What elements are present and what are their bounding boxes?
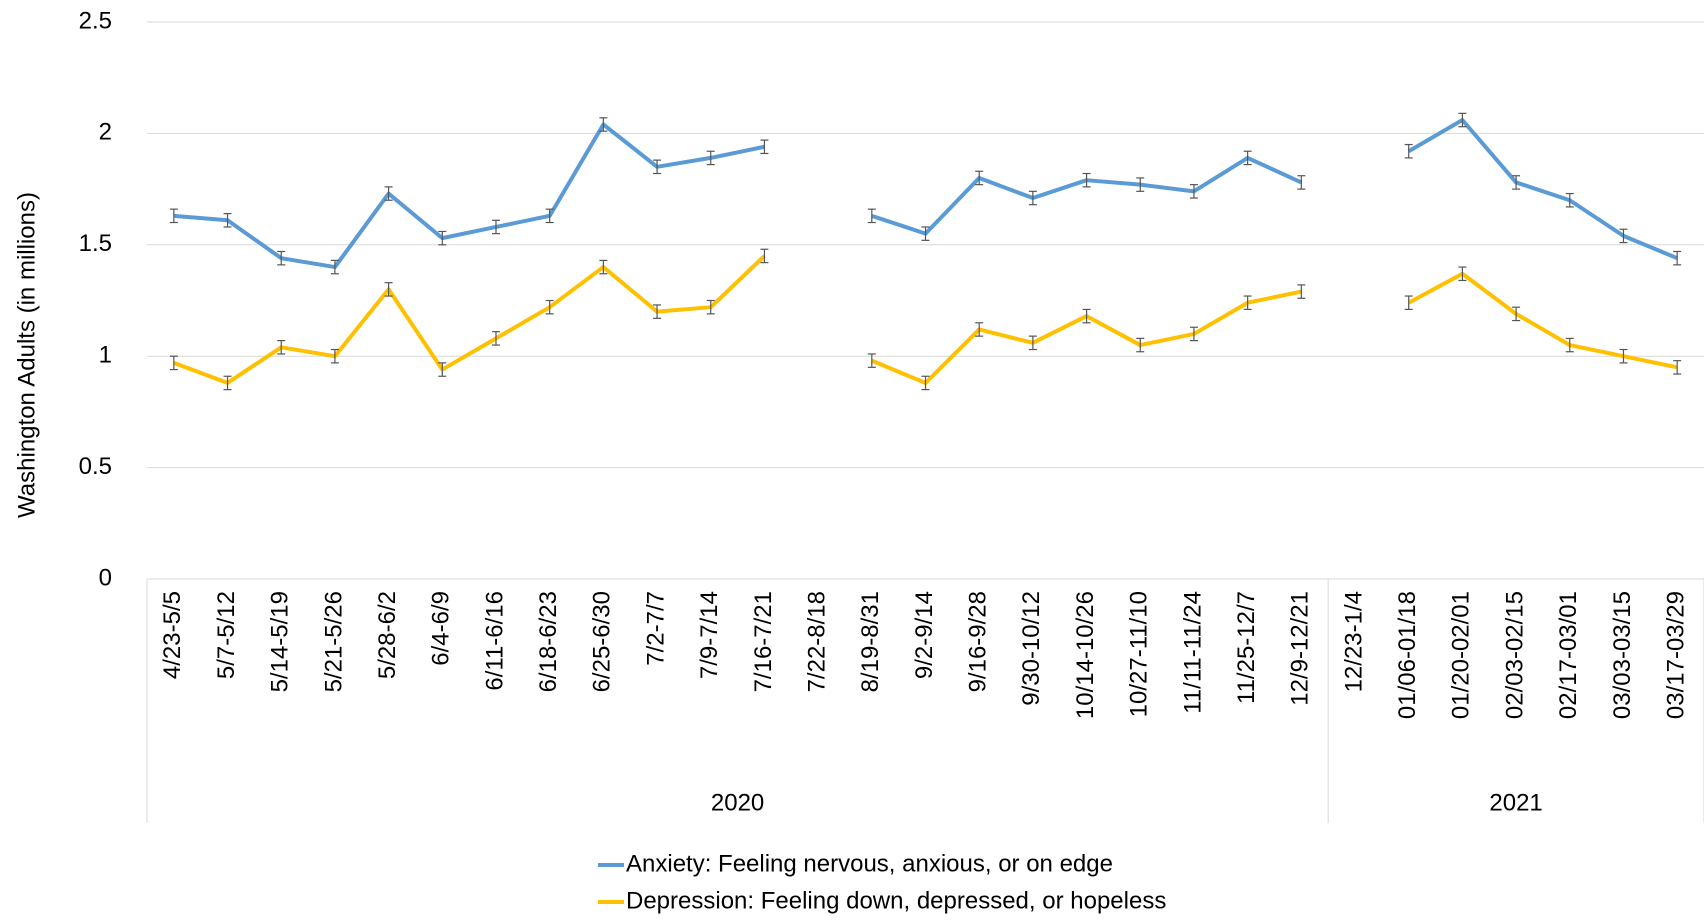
- x-tick-label: 10/27-11/10: [1126, 591, 1153, 717]
- y-tick-label: 0.5: [79, 453, 112, 480]
- error-bar: [975, 322, 984, 337]
- x-tick-label: 6/18-6/23: [535, 591, 562, 692]
- error-bar: [760, 139, 769, 155]
- x-tick-label: 03/17-03/29: [1662, 591, 1689, 719]
- error-bar: [1297, 175, 1306, 190]
- error-bar: [1243, 295, 1252, 311]
- error-bar: [384, 282, 393, 297]
- x-tick-label: 02/17-03/01: [1555, 591, 1582, 719]
- error-bar: [1404, 143, 1413, 159]
- x-tick-label: 6/11-6/16: [481, 591, 508, 691]
- error-bar: [653, 304, 662, 319]
- x-tick-label: 4/23-5/5: [159, 591, 186, 679]
- x-tick-label: 6/4-6/9: [428, 591, 455, 666]
- group-label: 2021: [1489, 789, 1542, 816]
- error-bar: [760, 248, 769, 264]
- x-tick-label: 7/16-7/21: [750, 591, 777, 692]
- error-bar: [1512, 175, 1521, 190]
- x-tick-label: 9/16-9/28: [965, 591, 992, 692]
- error-bar: [921, 226, 930, 241]
- y-tick-label: 2.5: [79, 7, 112, 34]
- x-tick-label: 7/2-7/7: [642, 591, 669, 666]
- error-bar: [1565, 192, 1574, 208]
- y-axis-title: Washington Adults (in millions): [13, 192, 40, 518]
- error-bar: [169, 355, 178, 371]
- error-bar: [330, 259, 339, 275]
- error-bar: [1404, 295, 1413, 311]
- error-bar: [706, 150, 715, 166]
- error-bar: [1136, 337, 1145, 353]
- series-line: [173, 254, 1678, 385]
- x-tick-label: 5/28-6/2: [374, 591, 401, 679]
- legend-label: Depression: Feeling down, depressed, or …: [626, 887, 1166, 914]
- error-bar: [1297, 284, 1306, 299]
- error-bar: [1028, 190, 1037, 206]
- x-tick-label: 5/21-5/26: [320, 591, 347, 692]
- error-bar: [975, 170, 984, 186]
- x-tick-label: 5/7-5/12: [213, 591, 240, 679]
- x-tick-label: 8/19-8/31: [857, 591, 884, 692]
- error-bar: [330, 348, 339, 364]
- error-bar: [438, 362, 447, 377]
- error-bar: [1673, 250, 1682, 266]
- x-tick-label: 11/11-11/24: [1179, 591, 1206, 714]
- group-label: 2020: [711, 789, 764, 816]
- x-tick-label: 01/06-01/18: [1394, 591, 1421, 719]
- error-bar: [277, 340, 286, 355]
- error-bar: [921, 375, 930, 391]
- error-bar: [1458, 266, 1467, 282]
- y-tick-label: 2: [99, 119, 112, 146]
- error-bar: [653, 159, 662, 175]
- legend-label: Anxiety: Feeling nervous, anxious, or on…: [626, 850, 1113, 877]
- x-tick-label: 10/14-10/26: [1072, 591, 1099, 719]
- error-bar: [1189, 326, 1198, 342]
- error-bar: [1512, 306, 1521, 322]
- error-bar: [384, 186, 393, 201]
- y-tick-label: 1.5: [79, 230, 112, 257]
- x-tick-label: 7/22-8/18: [803, 591, 830, 692]
- error-bar: [1082, 172, 1091, 188]
- x-tick-label: 9/30-10/12: [1018, 591, 1045, 706]
- x-tick-label: 02/03-02/15: [1501, 591, 1528, 719]
- x-tick-label: 12/23-1/4: [1340, 591, 1367, 692]
- error-bar: [545, 208, 554, 224]
- error-bar: [1619, 228, 1628, 244]
- error-bar: [1189, 184, 1198, 199]
- error-bar: [1082, 308, 1091, 324]
- error-bar: [223, 375, 232, 391]
- error-bar: [599, 117, 608, 132]
- x-tick-label: 7/9-7/14: [696, 591, 723, 679]
- error-bar: [1028, 335, 1037, 351]
- error-bar: [545, 299, 554, 315]
- error-bar: [277, 250, 286, 266]
- error-bar: [1565, 337, 1574, 353]
- y-tick-label: 0: [99, 564, 112, 591]
- error-bar: [1458, 112, 1467, 128]
- error-bar: [867, 353, 876, 368]
- x-tick-label: 9/2-9/14: [911, 591, 938, 679]
- x-tick-label: 5/14-5/19: [267, 591, 294, 692]
- error-bar: [223, 213, 232, 228]
- x-tick-label: 12/9-12/21: [1287, 591, 1314, 706]
- error-bar: [491, 331, 500, 346]
- error-bar: [1673, 360, 1682, 375]
- error-bar: [1243, 150, 1252, 166]
- error-bar: [599, 259, 608, 275]
- error-bar: [1619, 348, 1628, 364]
- error-bar: [169, 208, 178, 224]
- error-bar: [867, 208, 876, 224]
- x-tick-label: 01/20-02/01: [1448, 591, 1475, 719]
- x-tick-label: 11/25-12/7: [1233, 591, 1260, 704]
- error-bar: [438, 230, 447, 246]
- error-bar: [706, 299, 715, 315]
- error-bar: [491, 219, 500, 235]
- x-tick-label: 6/25-6/30: [589, 591, 616, 692]
- y-tick-label: 1: [99, 342, 112, 369]
- x-tick-label: 03/03-03/15: [1609, 591, 1636, 719]
- error-bar: [1136, 177, 1145, 192]
